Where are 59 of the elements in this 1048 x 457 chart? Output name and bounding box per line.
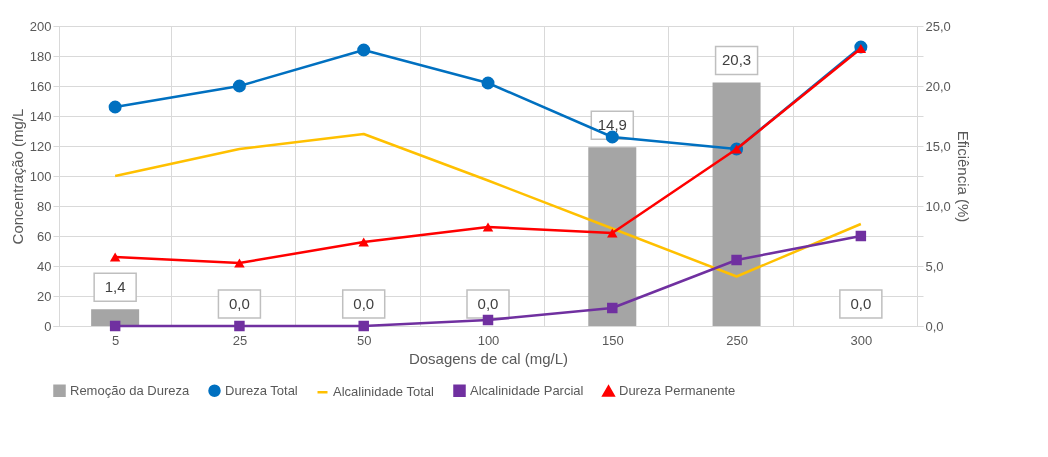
point xyxy=(234,320,245,332)
y2-axis-title: Eficiência (%) xyxy=(954,130,972,223)
legend-label: Dureza Total xyxy=(225,382,298,398)
point xyxy=(358,237,369,247)
x-tick-label: 50 xyxy=(356,332,372,348)
x-tick-label: 250 xyxy=(726,332,748,348)
y-tick-label: 80 xyxy=(37,198,52,214)
point xyxy=(855,230,867,242)
data-label: 0,0 xyxy=(850,295,872,312)
y-tick-label: 140 xyxy=(29,108,52,124)
legend-label: Dureza Permanente xyxy=(619,383,736,399)
data-label: 0,0 xyxy=(477,295,499,312)
point xyxy=(234,258,245,268)
point xyxy=(481,76,495,90)
x-axis-title: Dosagens de cal (mg/L) xyxy=(408,349,569,367)
y2-tick-label: 5,0 xyxy=(925,258,944,274)
y2-tick-label: 15,0 xyxy=(925,138,951,154)
y-tick-label: 180 xyxy=(29,48,52,64)
bar xyxy=(712,82,761,326)
y2-tick-label: 20,0 xyxy=(925,78,951,94)
data-label: 0,0 xyxy=(353,295,375,312)
point xyxy=(482,314,494,326)
y-tick-label: 60 xyxy=(37,228,52,244)
line-series xyxy=(113,132,863,278)
point xyxy=(731,254,742,266)
x-tick-label: 25 xyxy=(232,332,248,348)
y-tick-label: 160 xyxy=(29,78,52,94)
y-tick-label: 40 xyxy=(37,258,52,274)
data-label: 1,4 xyxy=(104,278,126,296)
y-tick-label: 20 xyxy=(37,288,52,304)
x-tick-label: 5 xyxy=(112,332,120,348)
y2-tick-label: 10,0 xyxy=(925,198,951,214)
y2-tick-label: 0,0 xyxy=(925,318,944,334)
y-axis-title: Concentração (mg/L xyxy=(8,108,26,245)
x-tick-label: 100 xyxy=(477,332,500,348)
legend-label: Alcalinidade Total xyxy=(333,384,435,400)
legend-label: Remoção da Dureza xyxy=(70,382,190,398)
data-label: 20,3 xyxy=(721,51,752,69)
y-tick-label: 200 xyxy=(29,18,52,34)
point xyxy=(109,320,121,332)
x-tick-label: 300 xyxy=(850,332,873,348)
y-tick-label: 0 xyxy=(44,318,52,334)
bar xyxy=(588,147,637,326)
point xyxy=(607,228,618,238)
bar xyxy=(91,309,140,326)
point xyxy=(607,302,618,314)
point xyxy=(358,320,369,332)
point xyxy=(357,43,371,57)
x-tick-label: 150 xyxy=(601,332,624,348)
point xyxy=(232,79,246,93)
legend-label: Alcalinidade Parcial xyxy=(470,382,584,398)
y-tick-label: 120 xyxy=(29,138,52,154)
data-label: 0,0 xyxy=(229,295,250,312)
point xyxy=(108,100,122,114)
point xyxy=(109,252,121,262)
data-label: 14,9 xyxy=(597,116,627,134)
point xyxy=(482,222,494,232)
y-tick-label: 100 xyxy=(29,168,52,184)
y2-tick-label: 25,0 xyxy=(925,18,951,34)
